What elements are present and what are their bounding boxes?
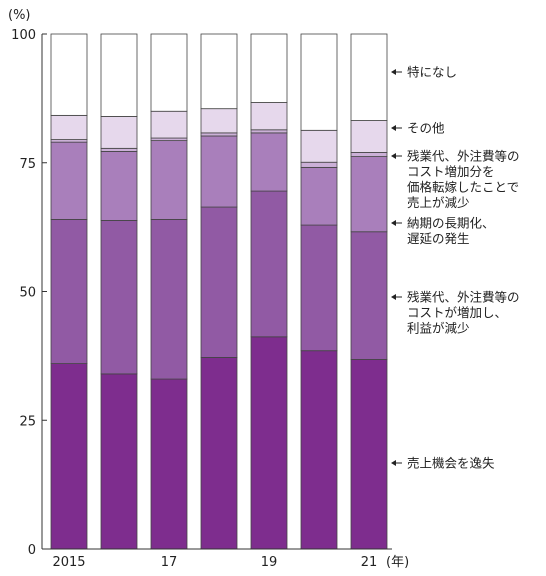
bar-segment-19-s3: [250, 129, 288, 134]
bar-segment-20-s5: [300, 33, 338, 131]
bars: [50, 33, 388, 550]
legend-label-line: 価格転嫁したことで: [407, 180, 519, 195]
y-axis: 0 25 50 75 100: [11, 28, 47, 558]
bar-segment-18-s0: [200, 357, 238, 550]
legend-arrow-head: [391, 294, 396, 300]
bar-segment-21-s5: [350, 33, 388, 121]
legend-label-line: 売上が減少: [407, 195, 470, 210]
legend-label-line: 利益が減少: [407, 321, 470, 336]
bar-segment-21-s2: [350, 156, 388, 233]
bar-segment-17-s0: [150, 378, 188, 550]
bar-17: [150, 33, 188, 550]
legend-entry-0: 売上機会を逸失: [391, 456, 495, 471]
bar-segment-19-s5: [250, 33, 288, 103]
y-tick-label: 25: [19, 414, 36, 429]
bar-segment-2015-s4: [50, 114, 88, 140]
bar-16: [100, 33, 138, 550]
legend-label-line: コストが増加し、: [407, 305, 507, 320]
x-axis: 2015 17 19 21: [42, 548, 392, 570]
bar-segment-20-s4: [300, 129, 338, 163]
bar-segment-18-s5: [200, 33, 238, 110]
legend-label-line: 特になし: [407, 65, 457, 80]
legend-arrow-head: [391, 220, 396, 226]
bar-segment-16-s1: [100, 220, 138, 375]
bar-segment-20-s1: [300, 224, 338, 352]
y-axis-unit-label: (%): [8, 8, 31, 23]
bar-segment-19-s4: [250, 102, 288, 131]
bar-segment-16-s0: [100, 373, 138, 550]
bar-segment-17-s5: [150, 33, 188, 112]
bar-segment-16-s5: [100, 33, 138, 117]
bar-segment-19-s2: [250, 132, 288, 192]
bar-segment-16-s3: [100, 147, 138, 152]
bar-segment-17-s4: [150, 110, 188, 139]
bar-segment-2015-s1: [50, 218, 88, 364]
bar-segment-16-s2: [100, 151, 138, 221]
bar-segment-21-s4: [350, 120, 388, 153]
legend-arrow-head: [391, 125, 396, 131]
y-tick-label: 0: [28, 543, 36, 558]
y-tick-label: 100: [11, 28, 36, 43]
legend-label-line: 遅延の発生: [407, 231, 470, 246]
legend-arrow-head: [391, 153, 396, 159]
x-tick-label: 19: [261, 555, 278, 570]
bar-segment-17-s1: [150, 218, 188, 380]
legend: 特になしその他残業代、外注費等のコスト増加分を価格転嫁したことで売上が減少納期の…: [391, 65, 520, 471]
legend-label-line: 売上機会を逸失: [407, 456, 495, 471]
bar-18: [200, 33, 238, 550]
legend-label-line: その他: [407, 121, 445, 136]
bar-segment-16-s4: [100, 116, 138, 149]
bar-segment-2015-s0: [50, 363, 88, 550]
bar-segment-21-s1: [350, 231, 388, 360]
bar-segment-18-s1: [200, 206, 238, 358]
bar-20: [300, 33, 338, 550]
legend-entry-5: 特になし: [391, 65, 457, 80]
x-tick-label: 2015: [52, 555, 85, 570]
bar-21: [350, 33, 388, 550]
bar-segment-17-s2: [150, 140, 188, 220]
x-tick-label: 21: [361, 555, 378, 570]
legend-arrow-head: [391, 69, 396, 75]
bar-segment-2015-s2: [50, 141, 88, 220]
bar-19: [250, 33, 288, 550]
bar-2015: [50, 33, 88, 550]
legend-arrow-head: [391, 460, 396, 466]
bar-segment-20-s3: [300, 161, 338, 168]
legend-label-line: 残業代、外注費等の: [407, 149, 520, 164]
x-tick-label: 17: [161, 555, 178, 570]
legend-label-line: コスト増加分を: [407, 164, 495, 179]
bar-segment-18-s3: [200, 132, 238, 137]
bar-segment-20-s0: [300, 350, 338, 550]
bar-segment-21-s0: [350, 359, 388, 550]
bar-segment-19-s0: [250, 336, 288, 550]
legend-entry-2: 納期の長期化、遅延の発生: [391, 216, 495, 246]
legend-label-line: 納期の長期化、: [407, 216, 495, 231]
bar-segment-21-s3: [350, 152, 388, 157]
bar-segment-2015-s5: [50, 33, 88, 116]
legend-label-line: 残業代、外注費等の: [407, 290, 520, 305]
legend-entry-4: その他: [391, 121, 445, 136]
bar-segment-18-s4: [200, 108, 238, 134]
x-axis-unit-label: (年): [386, 555, 409, 570]
y-tick-label: 50: [19, 286, 36, 301]
y-tick-label: 75: [19, 157, 36, 172]
bar-segment-18-s2: [200, 135, 238, 208]
bar-segment-19-s1: [250, 190, 288, 338]
bar-segment-20-s2: [300, 166, 338, 226]
